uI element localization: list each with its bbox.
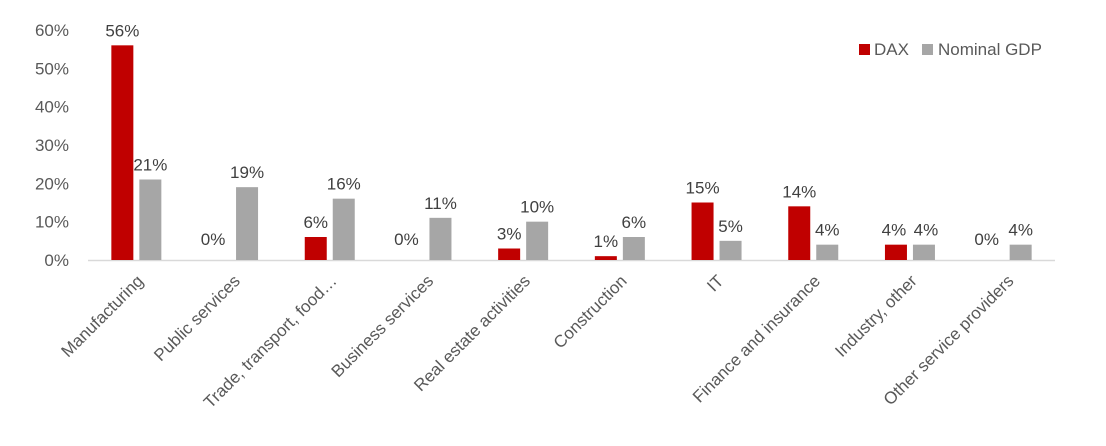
bar-nominal-gdp — [1009, 244, 1032, 260]
bar-dax — [498, 248, 521, 260]
x-category-label: Industry, other — [831, 271, 921, 361]
bar-dax — [594, 256, 617, 260]
data-label-dax: 1% — [594, 232, 619, 251]
bar-nominal-gdp — [816, 244, 839, 260]
data-label-nominal-gdp: 21% — [133, 156, 167, 175]
data-label-dax: 15% — [686, 179, 720, 198]
x-category-label: Construction — [550, 271, 631, 352]
data-label-dax: 56% — [105, 21, 139, 40]
data-label-dax: 0% — [974, 230, 999, 249]
data-label-dax: 3% — [497, 225, 522, 244]
bar-nominal-gdp — [429, 217, 452, 260]
data-label-dax: 6% — [303, 213, 328, 232]
legend: DAX Nominal GDP — [859, 40, 1042, 59]
data-label-dax: 14% — [782, 182, 816, 201]
data-labels: 56%21%0%19%6%16%0%11%3%10%1%6%15%5%14%4%… — [105, 21, 1033, 251]
y-tick-label: 50% — [35, 59, 69, 78]
legend-label-dax: DAX — [874, 40, 909, 59]
legend-swatch-dax — [859, 44, 870, 55]
x-category-label: Public services — [150, 271, 244, 365]
data-label-dax: 0% — [394, 230, 419, 249]
bar-nominal-gdp — [622, 237, 645, 260]
bar-dax — [884, 244, 907, 260]
bar-nominal-gdp — [912, 244, 935, 260]
x-category-label: Finance and insurance — [689, 271, 824, 406]
y-tick-label: 20% — [35, 174, 69, 193]
data-label-nominal-gdp: 11% — [424, 194, 457, 213]
bar-dax — [111, 45, 134, 261]
bar-nominal-gdp — [719, 240, 742, 260]
bar-dax — [788, 206, 811, 260]
data-label-nominal-gdp: 16% — [327, 175, 361, 194]
y-axis: 0% 10% 20% 30% 40% 50% 60% — [35, 21, 69, 270]
bar-dax — [304, 237, 327, 260]
bar-nominal-gdp — [526, 221, 549, 260]
y-tick-label: 40% — [35, 98, 69, 117]
data-label-nominal-gdp: 4% — [815, 221, 840, 240]
y-tick-label: 30% — [35, 136, 69, 155]
bars — [111, 45, 1032, 261]
x-category-label: IT — [703, 271, 727, 295]
data-label-nominal-gdp: 6% — [622, 213, 647, 232]
bar-dax — [691, 202, 714, 260]
x-category-label: Manufacturing — [58, 271, 148, 361]
y-tick-label: 10% — [35, 213, 69, 232]
data-label-dax: 4% — [882, 221, 907, 240]
bar-nominal-gdp — [236, 187, 259, 260]
data-label-nominal-gdp: 10% — [520, 198, 554, 217]
x-category-label: Business services — [328, 271, 438, 381]
data-label-nominal-gdp: 19% — [230, 163, 264, 182]
y-tick-label: 0% — [44, 251, 69, 270]
y-tick-label: 60% — [35, 21, 69, 40]
legend-label-nominal-gdp: Nominal GDP — [938, 40, 1042, 59]
data-label-nominal-gdp: 4% — [914, 221, 939, 240]
data-label-dax: 0% — [201, 230, 226, 249]
data-label-nominal-gdp: 5% — [718, 217, 743, 236]
data-label-nominal-gdp: 4% — [1008, 221, 1033, 240]
bar-nominal-gdp — [332, 198, 355, 260]
bar-nominal-gdp — [139, 179, 162, 260]
legend-swatch-nominal-gdp — [922, 44, 933, 55]
